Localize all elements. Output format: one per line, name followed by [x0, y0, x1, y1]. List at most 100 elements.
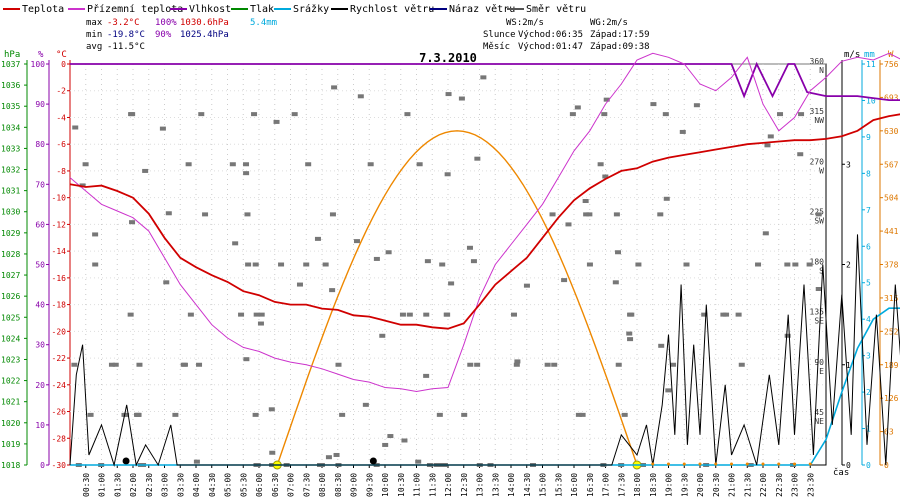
- wind-direction-mark: [806, 262, 813, 267]
- wind-direction-mark: [357, 94, 364, 99]
- x-tick-label: 20:30: [712, 473, 721, 497]
- wind-direction-mark: [549, 212, 556, 217]
- x-tick-label: 07:30: [302, 473, 311, 497]
- wind-direction-mark: [662, 112, 669, 117]
- wind-direction-mark: [92, 232, 99, 237]
- mm-tick-label: 5: [866, 279, 871, 288]
- hpa-tick-label: 1024: [1, 334, 20, 343]
- wind-direction-mark: [627, 337, 634, 342]
- wind-direction-mark: [252, 412, 259, 417]
- wind-direction-mark: [339, 412, 346, 417]
- x-tick-label: 09:00: [350, 473, 359, 497]
- x-tick-label: 04:00: [192, 473, 201, 497]
- wind-direction-mark: [305, 162, 312, 167]
- wind-direction-mark: [329, 212, 336, 217]
- wind-direction-mark: [303, 262, 310, 267]
- moonset-marker: [369, 457, 377, 465]
- wind-direction-mark: [621, 412, 628, 417]
- degc-tick-label: -8: [56, 167, 66, 176]
- chart-title: 7.3.2010: [419, 51, 477, 65]
- wind-direction-mark: [165, 211, 172, 216]
- pct-tick-label: 30: [35, 341, 45, 350]
- w-tick-label: 0: [884, 461, 889, 470]
- wind-direction-mark: [252, 262, 259, 267]
- hpa-tick-label: 1028: [1, 250, 20, 259]
- wind-direction-mark: [579, 412, 586, 417]
- hpa-tick-label: 1027: [1, 271, 20, 280]
- degc-tick-label: -14: [52, 247, 67, 256]
- dir-tick-label: 225: [810, 207, 825, 216]
- wind-direction-mark: [291, 112, 298, 117]
- ms-tick-label: 3: [846, 160, 851, 169]
- wind-direction-mark: [626, 331, 633, 336]
- wind-direction-mark: [544, 362, 551, 367]
- wind-direction-mark: [798, 112, 805, 117]
- degc-tick-label: -4: [56, 113, 66, 122]
- wind-direction-mark: [613, 212, 620, 217]
- wind-direction-mark: [251, 112, 258, 117]
- wind-direction-mark: [650, 102, 657, 107]
- pct-tick-label: 90: [35, 100, 45, 109]
- legend-rychlost: Rychlost větru: [350, 3, 434, 15]
- dir-code-label: NW: [814, 116, 824, 125]
- x-tick-label: 09:30: [365, 473, 374, 497]
- wind-direction-mark: [296, 282, 303, 287]
- ground-temperature-line: [69, 52, 900, 393]
- wind-direction-mark: [79, 183, 86, 188]
- w-tick-label: 378: [884, 261, 899, 270]
- x-axis-label: čas: [833, 467, 849, 478]
- solar-zero-dot: [793, 462, 796, 466]
- legend-naraz: Náraz větru: [449, 3, 515, 15]
- hpa-tick-label: 1023: [1, 355, 20, 364]
- wind-direction-mark: [314, 236, 321, 241]
- degc-tick-label: -22: [52, 354, 67, 363]
- wind-direction-mark: [423, 312, 430, 317]
- x-tick-label: 22:30: [775, 473, 784, 497]
- stats-avg-temp: -11.5°C: [107, 42, 145, 52]
- hpa-tick-label: 1022: [1, 377, 20, 386]
- legend-prizemni: Přízemní teplota: [87, 3, 183, 15]
- wind-direction-mark: [723, 312, 730, 317]
- wind-direction-mark: [767, 134, 774, 139]
- wind-direction-mark: [108, 362, 115, 367]
- stats-max-temp: -3.2°C: [107, 18, 140, 28]
- w-tick-label: 693: [884, 93, 899, 102]
- wind-direction-mark: [268, 407, 275, 412]
- solar-zero-dot: [714, 462, 718, 466]
- dir-tick-label: 135: [810, 308, 825, 317]
- degc-tick-label: -6: [56, 140, 66, 149]
- stats-avg-label: avg: [86, 42, 102, 52]
- wind-direction-mark: [574, 105, 581, 110]
- wind-direction-mark: [755, 262, 762, 267]
- wind-direction-mark: [128, 112, 135, 117]
- axis-unit-hpa: hPa: [4, 50, 20, 60]
- wind-direction-mark: [185, 162, 192, 167]
- axis-unit-pct: %: [38, 50, 44, 60]
- x-tick-label: 07:00: [287, 473, 296, 497]
- wind-direction-mark: [142, 168, 149, 173]
- w-tick-label: 63: [884, 428, 894, 437]
- degc-tick-label: -20: [52, 327, 67, 336]
- precipitation-line: [70, 307, 900, 466]
- wind-direction-mark: [701, 312, 708, 317]
- wind-direction-mark: [423, 373, 430, 378]
- wind-direction-mark: [444, 312, 451, 317]
- astro-sun-rise: Východ:06:35: [518, 30, 583, 40]
- wind-direction-mark: [329, 288, 336, 293]
- dir-tick-label: 90: [814, 358, 824, 367]
- astro-sun-set: Západ:17:59: [590, 30, 650, 40]
- wind-direction-mark: [569, 112, 576, 117]
- dir-code-label: S: [819, 267, 824, 276]
- wind-direction-mark: [514, 359, 521, 364]
- wind-direction-mark: [458, 96, 465, 101]
- x-tick-label: 01:00: [98, 473, 107, 497]
- legend-vlhkost: Vlhkost: [189, 4, 231, 15]
- solar-zero-dot: [682, 462, 686, 466]
- degc-tick-label: -16: [52, 274, 67, 283]
- w-tick-label: 126: [884, 394, 899, 403]
- astro-ws: WS:2m/s: [506, 18, 544, 28]
- x-tick-label: 20:00: [696, 473, 705, 497]
- stats-max-rain: 5.4mm: [250, 18, 277, 28]
- wind-direction-mark: [424, 259, 431, 264]
